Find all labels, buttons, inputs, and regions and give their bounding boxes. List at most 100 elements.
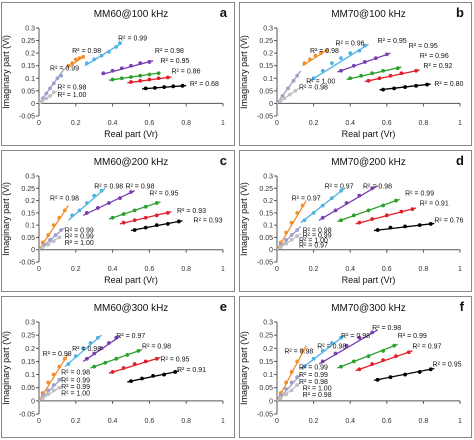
series-1 [309, 43, 369, 82]
panel-letter: b [456, 5, 464, 20]
chart-title: MM60@300 kHz [94, 303, 169, 314]
series-4 [127, 75, 172, 84]
data-point [140, 376, 144, 381]
y-tick-label: 0.2 [25, 51, 35, 58]
data-point [107, 201, 111, 205]
data-point [171, 84, 176, 89]
data-point [284, 392, 289, 397]
panel-letter: d [456, 153, 464, 168]
data-point [121, 366, 126, 370]
x-tick-label: 0 [275, 266, 279, 273]
data-point [40, 391, 45, 395]
data-point [384, 52, 389, 57]
y-tick-label: 0 [31, 398, 35, 405]
y-tick-label: 0.2 [25, 198, 35, 205]
data-point [154, 213, 159, 218]
data-point [125, 352, 130, 357]
x-axis-label: Real part (Vr) [104, 129, 158, 139]
data-point [284, 380, 289, 385]
data-point [330, 341, 334, 345]
data-point [417, 370, 422, 374]
x-tick-label: 0.6 [382, 266, 392, 273]
data-point [357, 193, 362, 198]
x-tick-label: 0 [37, 120, 41, 127]
y-tick-label: 0.25 [21, 38, 35, 45]
data-point [381, 87, 386, 92]
x-tick-label: 0.8 [419, 418, 429, 425]
series-4 [364, 68, 420, 83]
data-point [320, 349, 325, 353]
data-point [48, 93, 52, 98]
x-tick-label: 0 [37, 266, 41, 273]
r2-annotation: R² = 0.97 [325, 183, 354, 190]
data-point [300, 349, 305, 353]
data-point [46, 388, 51, 393]
panel-frame [1, 296, 235, 438]
data-point [165, 222, 170, 226]
data-point [410, 207, 415, 212]
data-point [132, 362, 137, 366]
series-5 [373, 367, 435, 382]
y-tick-label: 0 [31, 101, 35, 108]
data-point [339, 188, 343, 193]
panel-letter: c [220, 153, 227, 168]
data-point [92, 351, 97, 356]
chart-title: MM70@100 kHz [331, 9, 406, 20]
data-point [366, 208, 371, 213]
data-point [147, 77, 152, 82]
r2-annotation: R² = 1.00 [303, 385, 332, 392]
data-point [154, 201, 159, 205]
series-5 [130, 219, 183, 232]
series-3 [337, 343, 399, 369]
data-point [154, 356, 159, 361]
data-point [333, 351, 338, 356]
data-point [370, 362, 375, 366]
data-point [62, 356, 67, 361]
data-point [180, 83, 185, 88]
data-point [357, 367, 362, 372]
data-point [381, 358, 386, 363]
y-axis-label: Imaginary part (Vi) [1, 35, 11, 109]
data-point [359, 73, 364, 78]
data-point [278, 396, 283, 401]
series-2 [82, 190, 135, 216]
series-0 [66, 55, 86, 69]
data-point [293, 88, 298, 93]
data-point [103, 360, 108, 365]
data-point [153, 85, 157, 90]
r2-annotation: R² = 0.95 [160, 356, 189, 363]
y-tick-label: 0.05 [21, 385, 35, 392]
series-0 [276, 345, 307, 402]
data-point [394, 198, 398, 203]
r2-annotation: R² = 0.98 [299, 85, 328, 92]
data-point [119, 76, 124, 81]
x-tick-label: 0.8 [419, 120, 429, 127]
data-point [121, 212, 126, 216]
data-point [428, 367, 433, 372]
panel-frame [1, 150, 235, 292]
x-tick-label: 1 [221, 120, 225, 127]
data-point [101, 71, 106, 76]
data-point [428, 222, 433, 226]
data-point [95, 335, 100, 340]
r2-annotation: R² = 0.98 [50, 196, 79, 203]
y-tick-label: 0.15 [21, 359, 35, 366]
x-tick-label: 0.2 [71, 120, 81, 127]
r2-annotation: R² = 0.99 [405, 191, 434, 198]
series-2 [318, 185, 378, 221]
data-point [51, 81, 56, 86]
series-4 [108, 356, 161, 374]
fit-line [64, 334, 102, 368]
r2-annotation: R² = 0.92 [423, 63, 452, 70]
r2-annotation: R² = 0.98 [94, 183, 123, 190]
data-point [40, 393, 45, 398]
data-point [300, 203, 305, 208]
x-tick-label: 0.6 [145, 266, 155, 273]
x-tick-label: 0.2 [71, 418, 81, 425]
data-point [320, 68, 325, 73]
r2-annotation: R² = 0.98 [72, 346, 101, 353]
data-point [84, 210, 89, 215]
series-2 [101, 60, 154, 76]
y-tick-label: 0.15 [259, 210, 273, 217]
